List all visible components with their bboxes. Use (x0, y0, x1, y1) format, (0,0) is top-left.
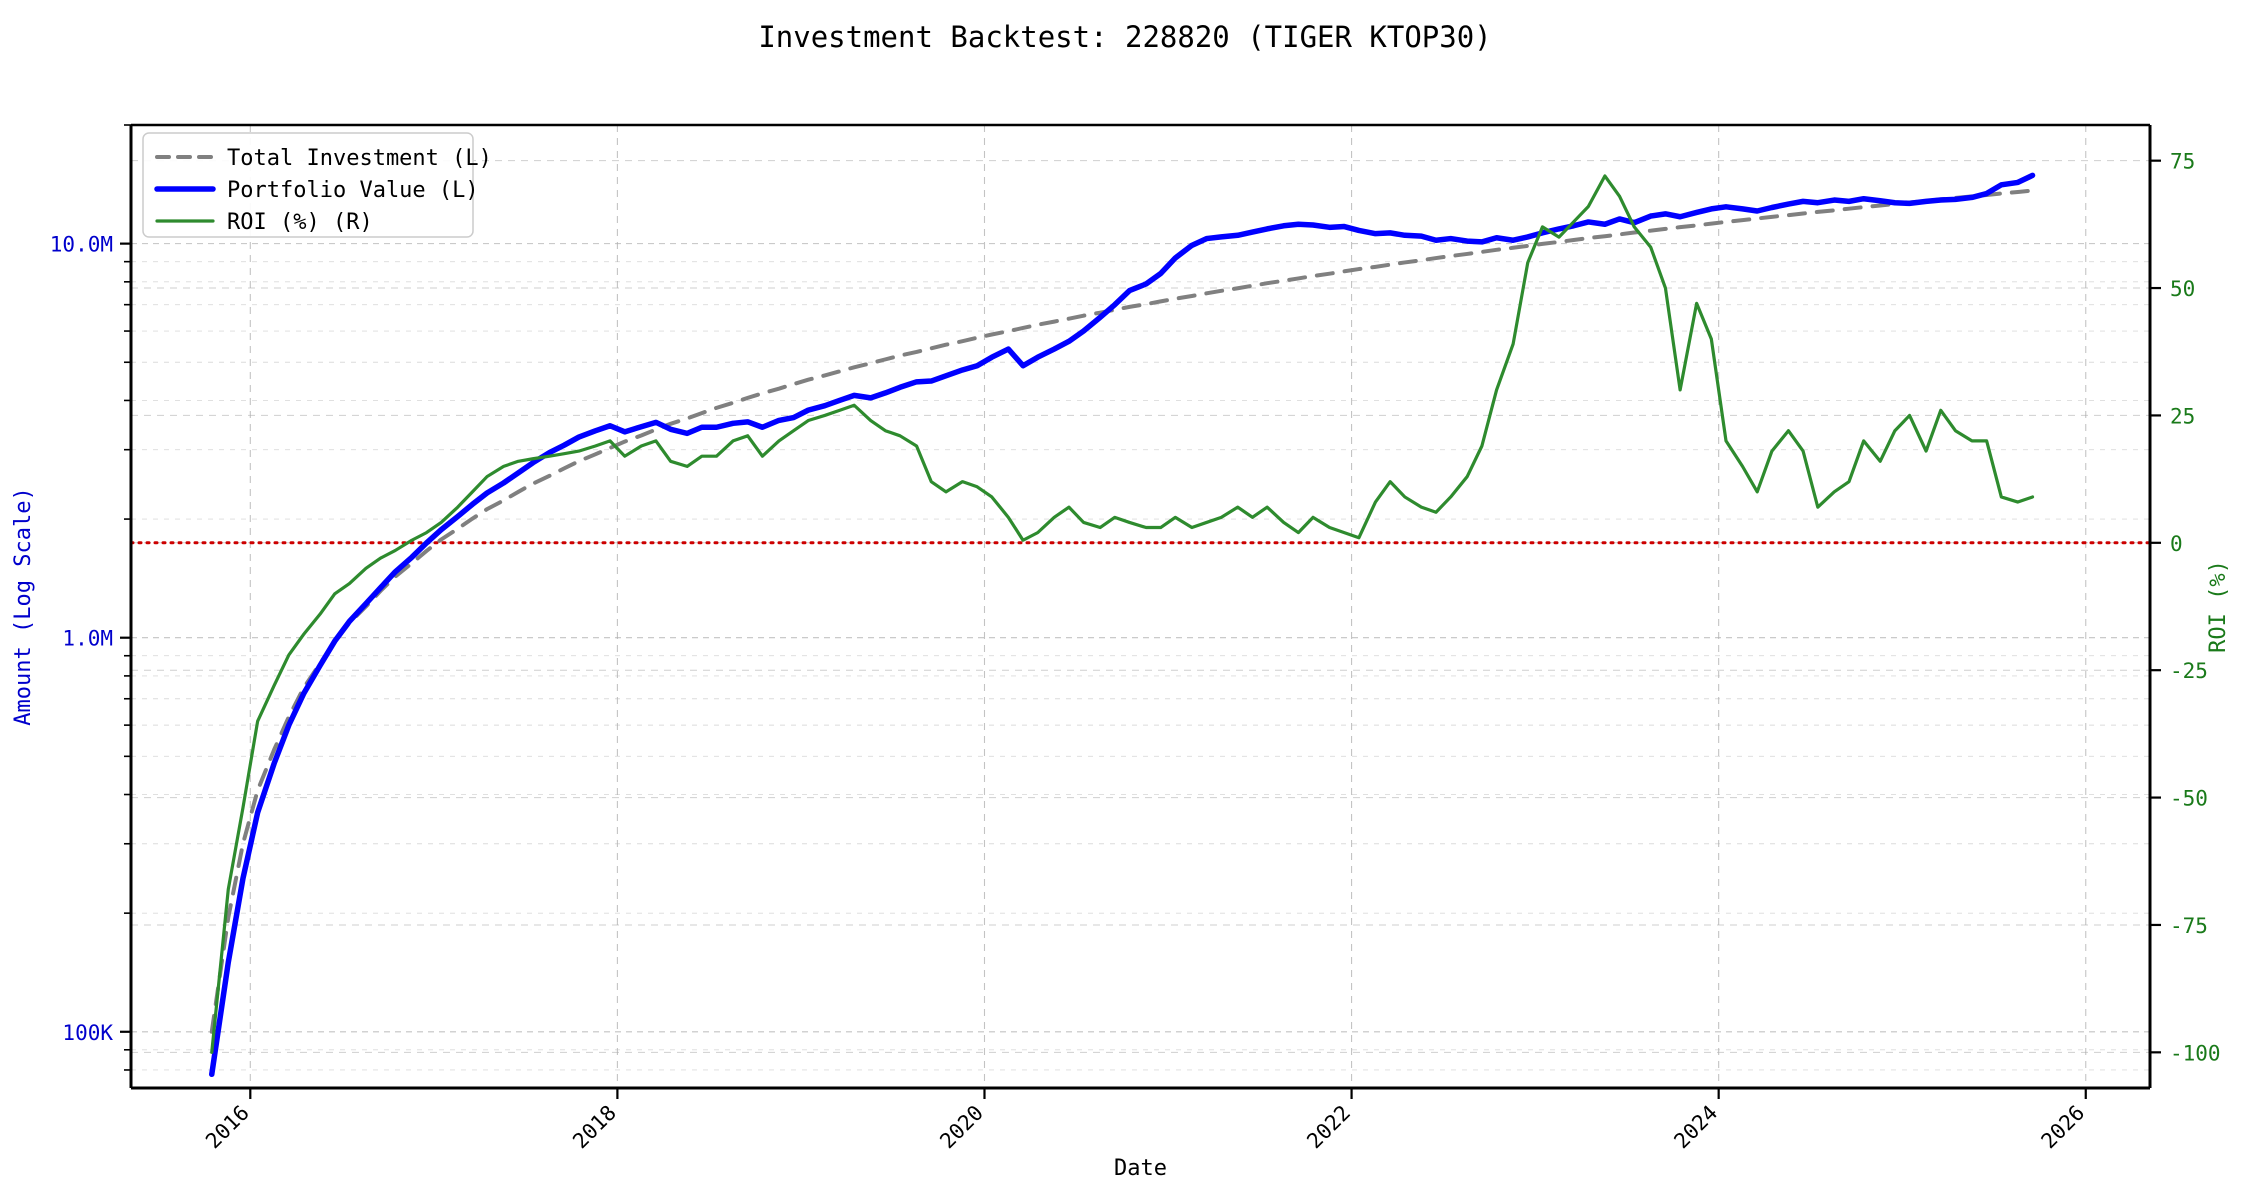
y-tick-label-right: -50 (2170, 787, 2208, 811)
legend-label-2[interactable]: ROI (%) (R) (227, 210, 373, 235)
y-tick-label-left: 1.0M (62, 627, 113, 651)
y-axis-right: -100 -75 -50 -25 0 25 50 75 (2150, 150, 2221, 1065)
y-tick-label-left: 10.0M (50, 233, 113, 257)
legend: Total Investment (L) Portfolio Value (L) R… (142, 132, 492, 238)
y-tick-label-right: 50 (2170, 277, 2195, 301)
y-axis-left: 100K 1.0M 10.0M (50, 124, 131, 1071)
x-axis-label: Date (1114, 1156, 1167, 1181)
x-tick-label: 2024 (1669, 1101, 1722, 1154)
series-line-total-investment-l (209, 188, 2035, 1034)
y-tick-label-right: -100 (2170, 1041, 2221, 1065)
x-tick-label: 2020 (935, 1101, 988, 1154)
axis-spines (129, 123, 2152, 1090)
y-tick-label-left: 100K (62, 1021, 113, 1045)
plot-background (131, 125, 2150, 1088)
y-tick-label-right: -75 (2170, 914, 2208, 938)
series-line-portfolio-value-l (209, 172, 2036, 1078)
y-tick-label-right: -25 (2170, 659, 2208, 683)
y-axis-label-right: ROI (%) (2206, 560, 2231, 653)
x-tick-label: 2018 (568, 1101, 621, 1154)
legend-label-1[interactable]: Portfolio Value (L) (227, 178, 479, 203)
legend-box (142, 132, 474, 238)
x-axis: 2016 2018 2020 2022 2024 2026 (201, 1088, 2089, 1153)
y-tick-label-right: 25 (2170, 404, 2195, 428)
y-tick-label-right: 75 (2170, 150, 2195, 174)
page-title: Investment Backtest: 228820 (TIGER KTOP3… (758, 20, 1492, 54)
series-group (209, 172, 2036, 1078)
y-axis-label-left: Amount (Log Scale) (11, 487, 36, 725)
x-tick-label: 2016 (201, 1101, 254, 1154)
legend-label-0[interactable]: Total Investment (L) (227, 146, 492, 171)
series-line-roi-r (210, 174, 2035, 1054)
x-tick-label: 2022 (1302, 1101, 1355, 1154)
y-tick-label-right: 0 (2170, 532, 2183, 556)
x-tick-label: 2026 (2037, 1101, 2090, 1154)
